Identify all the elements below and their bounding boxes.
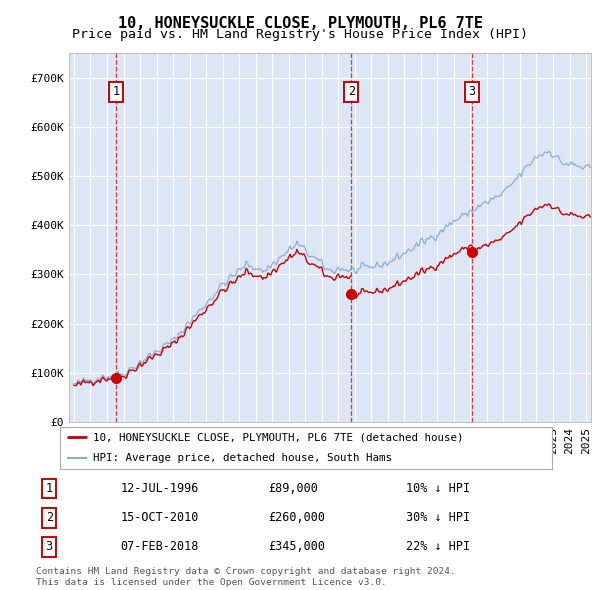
Text: HPI: Average price, detached house, South Hams: HPI: Average price, detached house, Sout… [94, 454, 392, 463]
Text: 07-FEB-2018: 07-FEB-2018 [121, 540, 199, 553]
Text: 10% ↓ HPI: 10% ↓ HPI [406, 482, 470, 495]
Text: 3: 3 [46, 540, 53, 553]
Text: 22% ↓ HPI: 22% ↓ HPI [406, 540, 470, 553]
Text: Contains HM Land Registry data © Crown copyright and database right 2024.
This d: Contains HM Land Registry data © Crown c… [36, 568, 456, 586]
Text: 10, HONEYSUCKLE CLOSE, PLYMOUTH, PL6 7TE (detached house): 10, HONEYSUCKLE CLOSE, PLYMOUTH, PL6 7TE… [94, 432, 464, 442]
Text: £89,000: £89,000 [268, 482, 318, 495]
Text: £345,000: £345,000 [268, 540, 325, 553]
Text: £260,000: £260,000 [268, 511, 325, 525]
Text: 3: 3 [469, 86, 476, 99]
Text: 2: 2 [348, 86, 355, 99]
Text: 30% ↓ HPI: 30% ↓ HPI [406, 511, 470, 525]
Text: 2: 2 [46, 511, 53, 525]
Text: 12-JUL-1996: 12-JUL-1996 [121, 482, 199, 495]
Text: 1: 1 [112, 86, 119, 99]
Text: 10, HONEYSUCKLE CLOSE, PLYMOUTH, PL6 7TE: 10, HONEYSUCKLE CLOSE, PLYMOUTH, PL6 7TE [118, 16, 482, 31]
Text: 1: 1 [46, 482, 53, 495]
Text: 15-OCT-2010: 15-OCT-2010 [121, 511, 199, 525]
Text: Price paid vs. HM Land Registry's House Price Index (HPI): Price paid vs. HM Land Registry's House … [72, 28, 528, 41]
